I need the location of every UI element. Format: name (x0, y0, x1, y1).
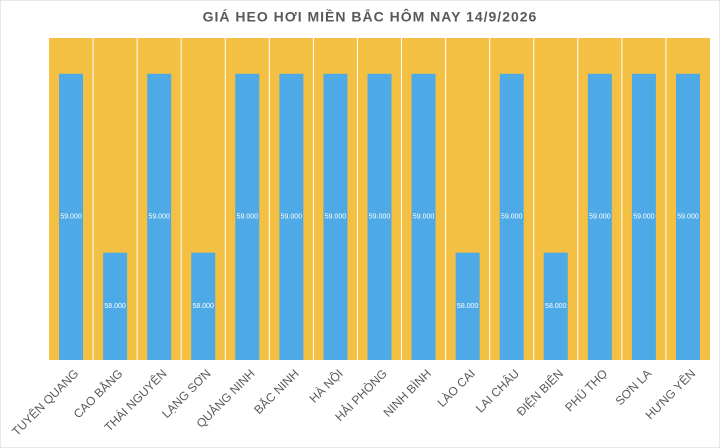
bar (235, 73, 260, 361)
value-label: 59.000 (237, 214, 259, 221)
bar (323, 73, 348, 361)
bar (543, 252, 568, 360)
value-label: 59.000 (369, 214, 391, 221)
value-label: 58.000 (104, 303, 126, 310)
bar (147, 73, 172, 361)
bar (411, 73, 436, 361)
value-label: 58.000 (193, 303, 215, 310)
value-label: 59.000 (677, 214, 699, 221)
chart-title: GIÁ HEO HƠI MIỀN BẮC HÔM NAY 14/9/2026 (203, 8, 538, 25)
value-label: 59.000 (589, 214, 611, 221)
value-label: 59.000 (325, 214, 347, 221)
bar (103, 252, 128, 360)
value-label: 58.000 (457, 303, 479, 310)
bar (675, 73, 700, 361)
value-label: 59.000 (501, 214, 523, 221)
bar (499, 73, 524, 361)
bar (59, 73, 84, 361)
value-label: 59.000 (281, 214, 303, 221)
value-label: 59.000 (60, 214, 82, 221)
bar (367, 73, 392, 361)
value-label: 59.000 (148, 214, 170, 221)
bar (191, 252, 216, 360)
value-label: 58.000 (545, 303, 567, 310)
bar (455, 252, 480, 360)
value-label: 59.000 (413, 214, 435, 221)
bar (631, 73, 656, 361)
bar (279, 73, 304, 361)
bar (587, 73, 612, 361)
value-label: 59.000 (633, 214, 655, 221)
